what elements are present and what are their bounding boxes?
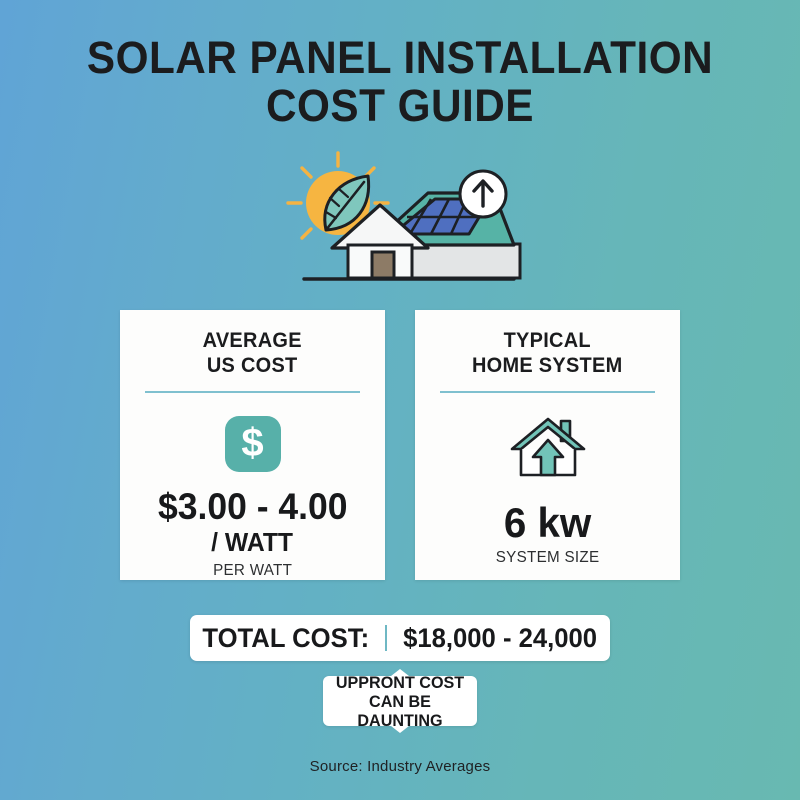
dollar-sign-icon: $ [224,415,281,472]
card-value: 6 kw [503,499,592,546]
card-title: AVERAGE US COST [203,328,302,378]
stat-cards-row: AVERAGE US COST $ $3.00 - 4.00 / WATT PE… [120,310,680,580]
card-caption: SYSTEM SIZE [495,549,600,566]
card-value: $3.00 - 4.00 [157,486,348,527]
card-title-line-2: US COST [207,354,298,377]
callout-line-2: CAN BE DAUNTING [357,691,443,730]
callout-line-1: UPPRONT COST [335,672,465,692]
sun-rays-icon [286,151,390,240]
callout-notch-bottom-icon [391,726,409,733]
total-cost-separator [384,625,387,651]
house-arrow-up-icon [510,417,585,477]
source-note: Source: Industry Averages [309,758,491,775]
solar-house-scene-icon [286,151,522,281]
card-divider [440,391,655,393]
card-divider [145,391,360,393]
title-line-2: COST GUIDE [266,80,534,131]
door-icon [370,250,396,280]
total-cost-value: $18,000 - 24,000 [402,623,597,653]
hero-illustration [276,148,524,288]
arrow-up-icon [531,438,564,477]
card-average-us-cost: AVERAGE US COST $ $3.00 - 4.00 / WATT PE… [120,310,385,580]
dollar-glyph: $ [241,420,264,465]
callout-box: UPPRONT COST CAN BE DAUNTING [323,669,477,733]
total-cost-bar: TOTAL COST: $18,000 - 24,000 [190,615,610,661]
card-caption: PER WATT [212,562,293,579]
arrow-up-circle-icon [458,169,508,219]
card-title-line-1: AVERAGE [202,329,303,352]
leaf-icon [323,174,371,232]
title-line-1: SOLAR PANEL INSTALLATION [86,32,714,83]
card-title: TYPICAL HOME SYSTEM [472,328,623,378]
card-title-line-2: HOME SYSTEM [472,354,623,377]
card-typical-home-system: TYPICAL HOME SYSTEM 6 kw SYSTEM SIZE [415,310,680,580]
callout-notch-top-icon [391,669,409,676]
callout-text: UPPRONT COST CAN BE DAUNTING [327,673,473,730]
card-icon-wrap [509,411,587,485]
total-cost-label: TOTAL COST: [202,623,370,653]
page-title: SOLAR PANEL INSTALLATION COST GUIDE [0,34,800,130]
card-unit: / WATT [211,527,294,557]
card-title-line-1: TYPICAL [503,329,592,352]
card-icon-wrap: $ [224,411,281,477]
